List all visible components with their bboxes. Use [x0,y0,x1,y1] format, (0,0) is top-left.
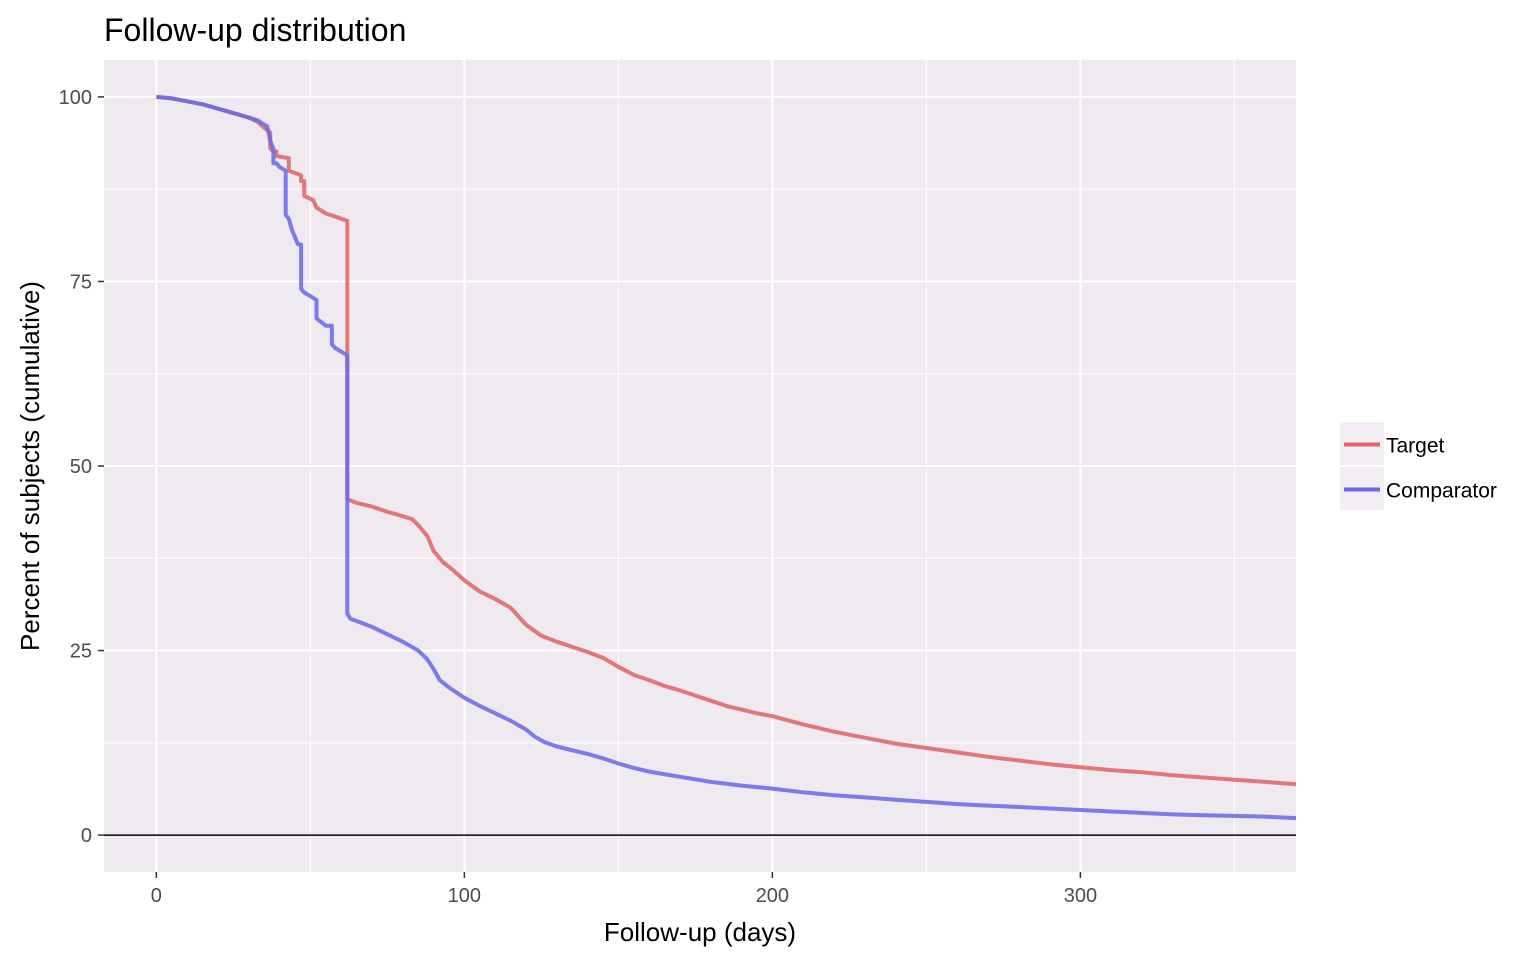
legend-label-target: Target [1386,435,1445,458]
legend-label-comparator: Comparator [1386,480,1497,503]
legend: Target Comparator [1340,422,1497,510]
x-tick-label: 200 [756,885,789,907]
series-lines [156,94,1297,821]
series-line-target [156,94,1297,787]
x-tick-label: 0 [151,885,162,907]
x-tick-label: 300 [1064,885,1097,907]
y-tick-label: 50 [70,456,92,478]
x-axis-title: Follow-up (days) [604,917,796,947]
chart-title: Follow-up distribution [104,12,406,48]
y-axis-title: Percent of subjects (cumulative) [15,281,45,651]
x-axis-ticks: 0 100 200 300 [151,872,1097,907]
y-tick-label: 75 [70,271,92,293]
y-tick-label: 25 [70,641,92,663]
y-tick-label: 100 [59,87,92,109]
series-line-comparator [156,94,1297,821]
x-tick-label: 100 [448,885,481,907]
y-tick-label: 0 [81,825,92,847]
y-axis-ticks: 0 25 50 75 100 [59,87,104,847]
